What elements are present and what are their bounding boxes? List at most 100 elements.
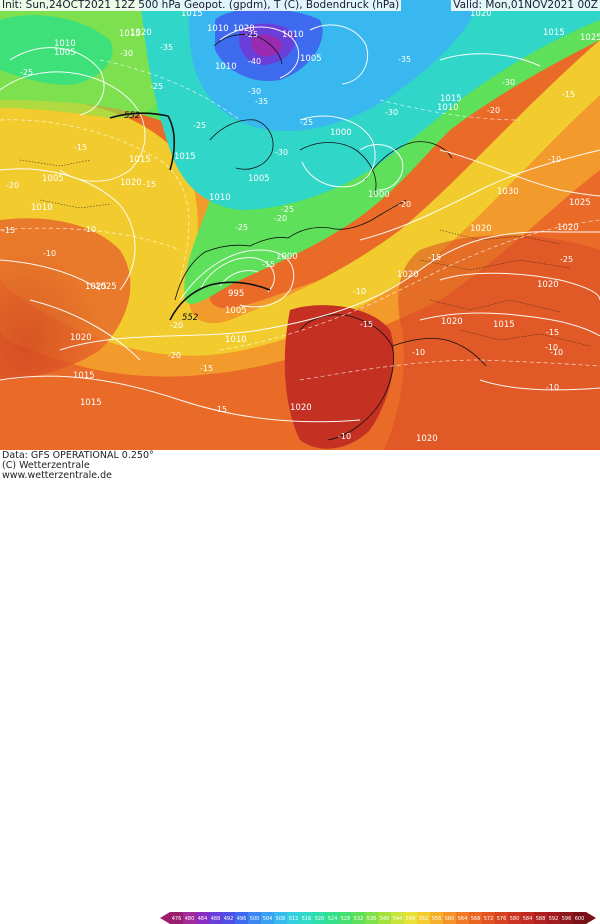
isotherm-label: -30 <box>248 87 261 96</box>
copyright: (C) Wetterzentrale <box>2 460 90 471</box>
violet-core <box>251 34 282 57</box>
isobar-label: 1015 <box>174 152 196 162</box>
colorbar: 476 480 484 488 492 496 500 504 508 512 516 520 524 5… <box>160 912 596 924</box>
colorbar-tick-label: 584 <box>523 916 533 922</box>
colorbar-tick-label: 560 <box>445 916 455 922</box>
isotherm-label: -10 <box>83 225 96 234</box>
isotherm-label: -30 <box>120 49 133 58</box>
colorbar-tick-label: 524 <box>328 916 338 922</box>
weather-map: 1010 1005 1020 1015 1010 1015 1005 1020 … <box>0 0 600 458</box>
yellow-band <box>0 40 600 356</box>
map-header-right: Valid: Mon,01NOV2021 00Z <box>451 0 600 11</box>
isotherm-label: -15 <box>74 143 87 152</box>
geopotential-label: 552 <box>124 111 140 121</box>
country-borders <box>19 159 591 347</box>
isobar-label: 1020 <box>290 403 312 413</box>
isotherm-label: -10 <box>545 343 558 352</box>
isobar-label: 1010 <box>31 203 53 213</box>
isotherm-label: -20 <box>170 321 183 330</box>
isobar-label: 1015 <box>440 94 462 104</box>
isotherm-label: -25 <box>560 255 573 264</box>
isotherm-label: -20 <box>6 181 19 190</box>
isobar-label: 1015 <box>493 320 515 330</box>
isobars <box>0 24 600 423</box>
colorbar-tick-label: 580 <box>510 916 520 922</box>
colorbar-arrow-right <box>586 912 596 924</box>
green-patch-west <box>0 15 113 85</box>
coastlines <box>174 34 487 441</box>
isotherm-label: -25 <box>300 118 313 127</box>
isotherm-label: -25 <box>150 82 163 91</box>
isobar-label: 1000 <box>368 190 390 200</box>
isotherm-label: -30 <box>275 148 288 157</box>
red-core-east <box>380 235 600 458</box>
isobar-label: 1025 <box>85 282 107 292</box>
isotherm-label: -20 <box>398 200 411 209</box>
colorbar-tick-label: 588 <box>536 916 546 922</box>
isotherm-label: -35 <box>160 43 173 52</box>
isotherm-label: -25 <box>193 121 206 130</box>
isotherm-label: -15 <box>428 253 441 262</box>
isobar-label: 1010 <box>282 30 304 40</box>
pressure-labels: 1010 1005 1020 1015 1010 1015 1005 1020 … <box>31 9 600 444</box>
isotherm-label: -15 <box>546 328 559 337</box>
isobar-label: 1010 <box>209 193 231 203</box>
isobar-label: 1010 <box>437 103 459 113</box>
isobar-label: 1020 <box>470 224 492 234</box>
map-header-left: Init: Sun,24OCT2021 12Z 500 hPa Geopot. … <box>0 0 402 11</box>
isobar-label: 1000 <box>330 128 352 138</box>
isotherm-label: -15 <box>214 405 227 414</box>
colorbar-tick-label: 552 <box>419 916 429 922</box>
isobar-label: 1020 <box>470 9 492 19</box>
isobar-label: 1020 <box>120 178 142 188</box>
isobar-label: 1025 <box>569 198 591 208</box>
isobar-label: 1020 <box>416 434 438 444</box>
height-labels: 552 552 <box>124 111 198 323</box>
colorbar-tick-label: 600 <box>575 916 585 922</box>
isobar-label: 1020 <box>441 317 463 327</box>
isotherm-label: -35 <box>398 55 411 64</box>
isobar-label: 1015 <box>119 29 141 39</box>
colorbar-tick-label: 480 <box>185 916 195 922</box>
colorbar-tick-label: 536 <box>367 916 377 922</box>
isotherm-label: -30 <box>385 108 398 117</box>
isobar-label: 1020 <box>397 270 419 280</box>
isotherm-label: -10 <box>412 348 425 357</box>
isobar-label: 1005 <box>54 48 76 58</box>
colorbar-tick-label: 572 <box>484 916 494 922</box>
isotherm-label: -30 <box>502 78 515 87</box>
isobar-label: 1020 <box>130 28 152 38</box>
isotherm-label: -15 <box>2 226 15 235</box>
isobar-label: 1010 <box>54 39 76 49</box>
red-core-south <box>284 305 394 449</box>
colorbar-tick-label: 516 <box>302 916 312 922</box>
colorbar-tick-label: 568 <box>471 916 481 922</box>
website-link[interactable]: www.wetterzentrale.de <box>2 470 112 481</box>
colorbar-tick-label: 484 <box>198 916 208 922</box>
colorbar-tick-label: 564 <box>458 916 468 922</box>
colorbar-tick-label: 500 <box>250 916 260 922</box>
isotherm-label: -25 <box>281 205 294 214</box>
isobar-label: 1015 <box>181 9 203 19</box>
isotherm-label: -15 <box>262 260 275 269</box>
colorbar-tick-label: 576 <box>497 916 507 922</box>
colorbar-tick-label: 528 <box>341 916 351 922</box>
isobar-label: 1020 <box>233 24 255 34</box>
colorbar-tick-label: 532 <box>354 916 364 922</box>
isobar-label: 1030 <box>497 187 519 197</box>
colorbar-tick-label: 592 <box>549 916 559 922</box>
isotherm-label: -10 <box>353 287 366 296</box>
colorbar-tick-label: 496 <box>237 916 247 922</box>
colorbar-arrow-left <box>160 912 170 924</box>
isotherm-label: -15 <box>143 180 156 189</box>
isobar-label: 1025 <box>95 282 117 292</box>
isobar-label: 1005 <box>42 174 64 184</box>
geopotential-lines <box>109 112 271 321</box>
isotherm-label: -40 <box>248 57 261 66</box>
geopotential-label: 552 <box>182 313 198 323</box>
colorbar-tick-label: 544 <box>393 916 403 922</box>
isotherm-label: -35 <box>255 97 268 106</box>
isotherm-label: -25 <box>20 68 33 77</box>
isotherm-label: -20 <box>487 106 500 115</box>
isotherm-label: -10 <box>546 383 559 392</box>
